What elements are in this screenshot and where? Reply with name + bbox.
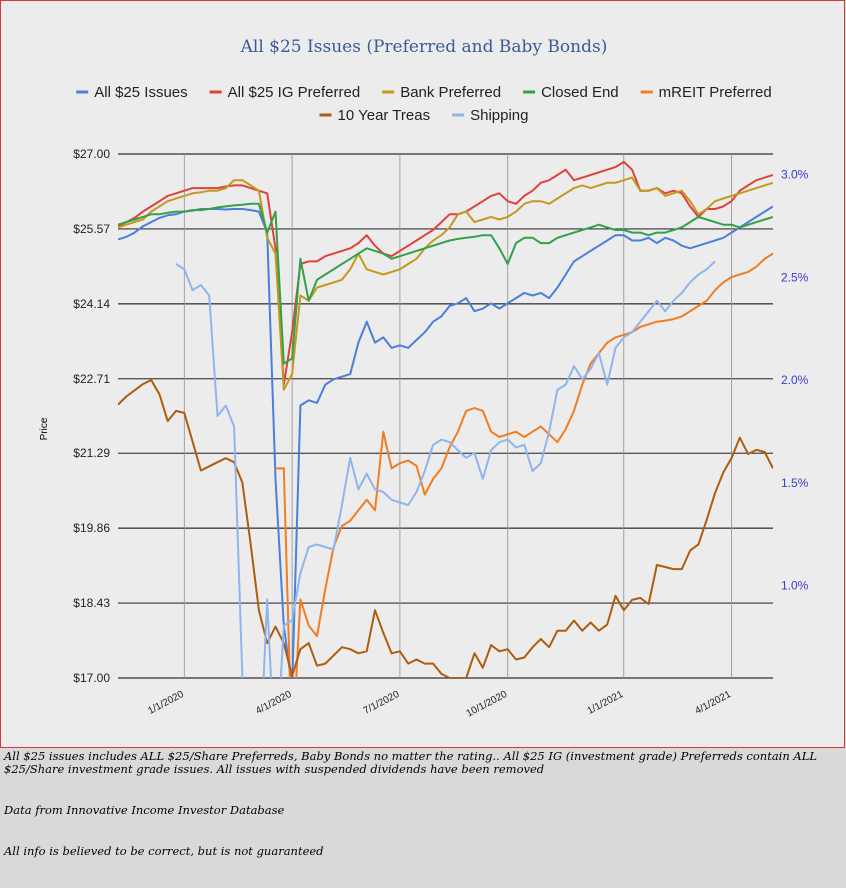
y-tick-label: $21.29 [73, 446, 110, 460]
note-source: Data from Innovative Income Investor Dat… [4, 803, 285, 817]
x-tick-label: 7/1/2020 [362, 689, 402, 717]
legend-label: All $25 Issues [94, 84, 187, 101]
series-lines [118, 160, 773, 678]
chart-panel: All $25 Issues (Preferred and Baby Bonds… [0, 0, 845, 748]
y-tick-label: $22.71 [73, 372, 110, 386]
legend-label: Closed End [541, 84, 619, 101]
grid [118, 153, 773, 679]
chart-title: All $25 Issues (Preferred and Baby Bonds… [240, 37, 608, 57]
line-chart: All $25 Issues (Preferred and Baby Bonds… [39, 37, 809, 720]
y-axis-label: Price [39, 417, 50, 440]
legend-label: 10 Year Treas [338, 107, 431, 124]
y2-tick-label: 2.0% [781, 373, 809, 387]
x-tick-label: 4/1/2020 [254, 689, 294, 717]
y-tick-label: $25.57 [73, 222, 110, 236]
note-disclaimer: All info is believed to be correct, but … [4, 844, 324, 858]
legend-label: All $25 IG Preferred [228, 84, 361, 101]
y2-tick-label: 1.5% [781, 476, 809, 490]
series-line-shipping [175, 260, 716, 678]
legend-label: mREIT Preferred [659, 84, 772, 101]
series-line-closed-end [118, 202, 773, 365]
series-line-mreit-preferred [275, 252, 773, 678]
y-tick-label: $19.86 [73, 521, 110, 535]
y2-tick-label: 3.0% [781, 168, 809, 182]
series-line-all-25-ig-preferred [118, 160, 773, 386]
series-line-10-year-treas [118, 379, 773, 678]
x-tick-label: 4/1/2021 [693, 689, 733, 717]
x-tick-label: 1/1/2020 [146, 689, 186, 717]
y2-tick-label: 1.0% [781, 579, 809, 593]
x-tick-label: 10/1/2020 [465, 689, 510, 720]
legend-label: Bank Preferred [400, 84, 501, 101]
series-line-bank-preferred [118, 176, 773, 391]
note-scope: All $25 issues includes ALL $25/Share Pr… [4, 749, 817, 776]
axes: $27.00 $25.57 $24.14 $22.71 $21.29 $19.86 $18.… [73, 147, 808, 720]
legend: All $25 Issues All $25 IG Preferred Bank P… [76, 84, 772, 124]
y-tick-label: $27.00 [73, 147, 110, 161]
legend-label: Shipping [470, 107, 528, 124]
footnotes: All $25 issues includes ALL $25/Share Pr… [4, 750, 840, 858]
y-tick-label: $18.43 [73, 596, 110, 610]
y2-tick-label: 2.5% [781, 270, 809, 284]
x-tick-label: 1/1/2021 [586, 689, 626, 717]
y-tick-label: $17.00 [73, 671, 110, 685]
series-line-all-25-issues [118, 205, 773, 678]
y-tick-label: $24.14 [73, 297, 110, 311]
